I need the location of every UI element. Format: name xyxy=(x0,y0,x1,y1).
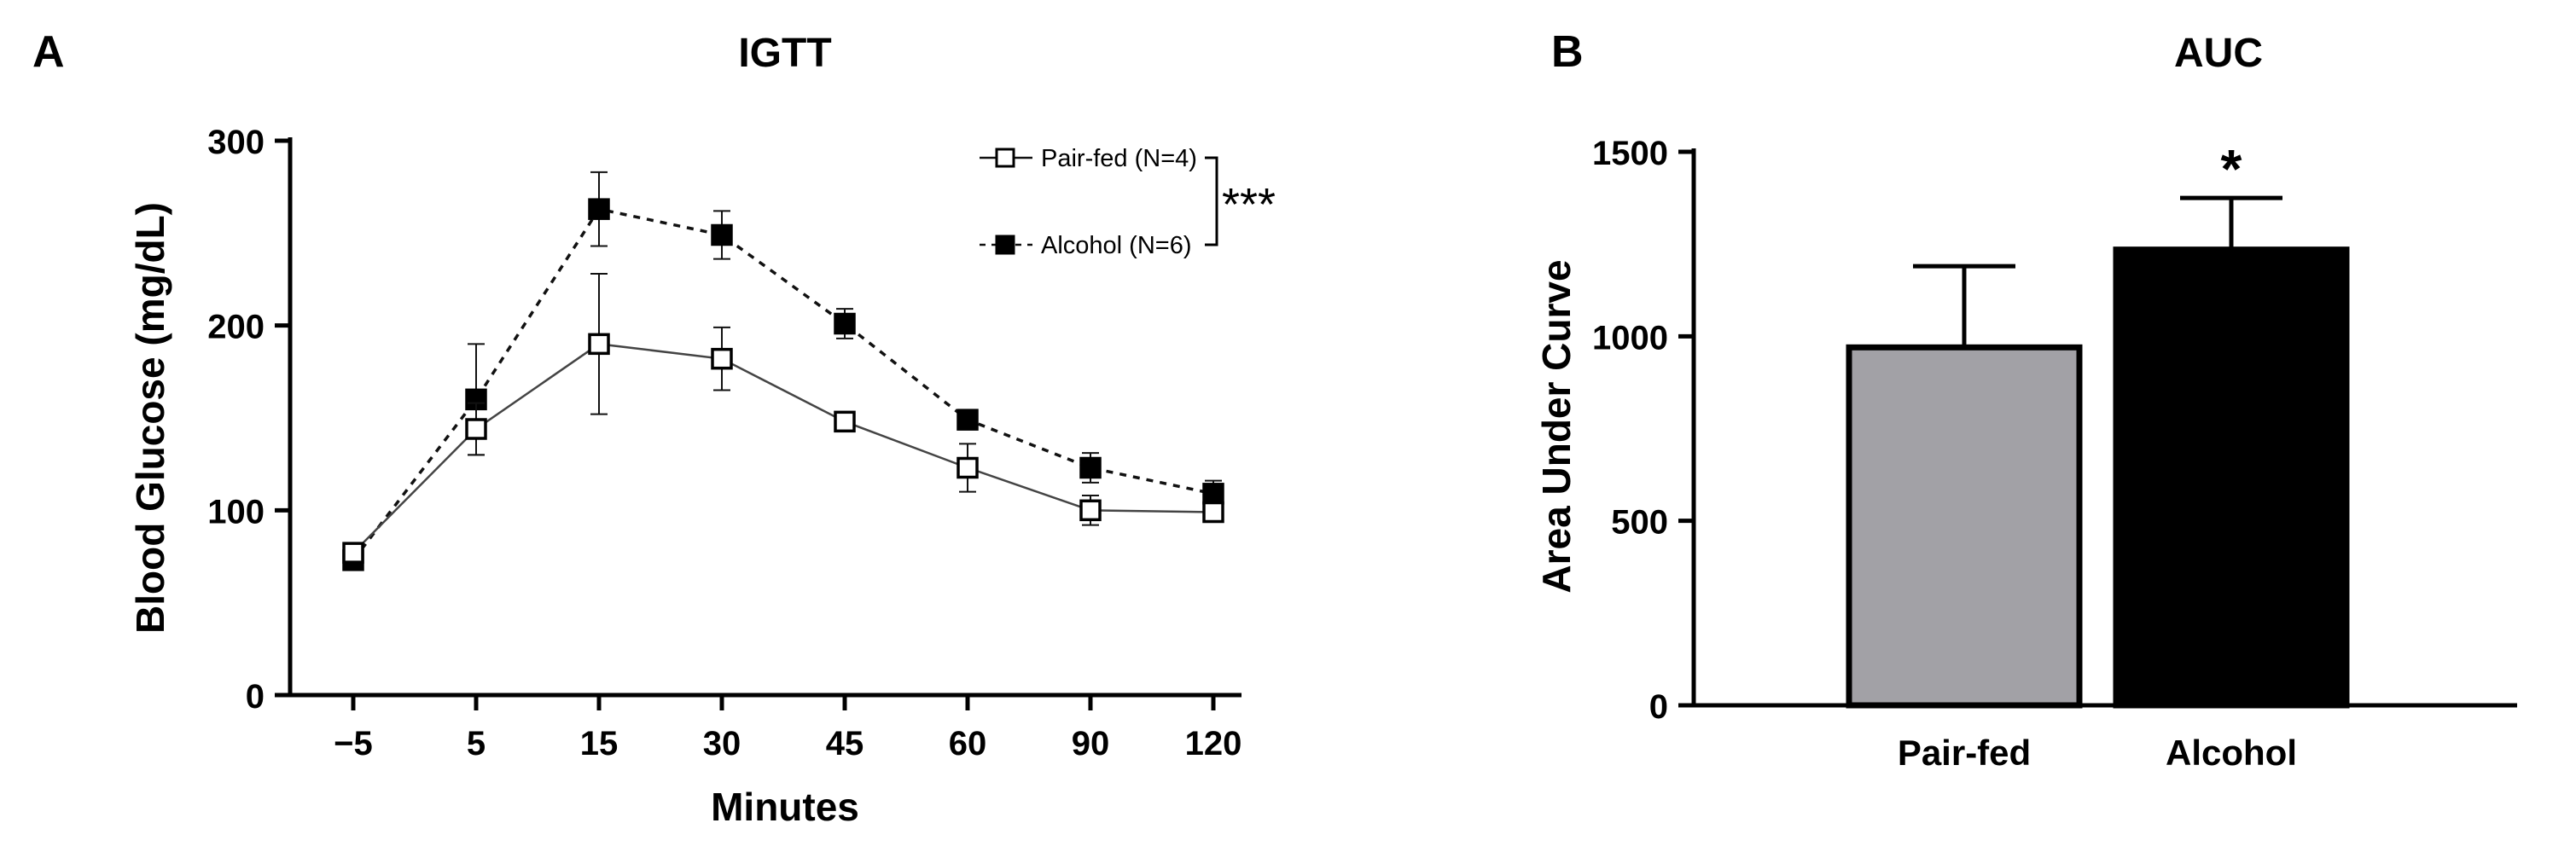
data-point-pair-fed xyxy=(1079,499,1102,522)
panel-a-line-chart: A IGTT 0 100 200 300 −5 5 15 30 45 60 90 120 Pair-f… xyxy=(32,27,1276,829)
chart-a-series xyxy=(342,171,1224,571)
x-tick-label: 120 xyxy=(1185,725,1242,762)
bar-alcohol xyxy=(2113,246,2350,709)
panel-b-bar-chart: B AUC 0 500 1000 1500 Pair-fed Alcohol * Area… xyxy=(1534,27,2517,773)
chart-b-title: AUC xyxy=(2174,31,2263,76)
chart-b-y-axis-label: Area Under Curve xyxy=(1534,259,1579,593)
y-tick-label: 200 xyxy=(207,309,265,346)
significance-marker: *** xyxy=(1222,179,1276,230)
x-tick-label: −5 xyxy=(334,725,373,762)
chart-a-title: IGTT xyxy=(738,31,831,76)
chart-b-bars: Pair-fed Alcohol * xyxy=(1846,138,2350,773)
series-line-pair-fed xyxy=(352,343,1214,554)
significance-bracket xyxy=(1205,156,1218,246)
chart-b-axes: 0 500 1000 1500 xyxy=(1592,135,2517,726)
x-tick-label: 45 xyxy=(826,725,864,762)
data-point-pair-fed xyxy=(588,333,610,356)
legend-label: Alcohol (N=6) xyxy=(1041,232,1192,259)
x-tick-label: 15 xyxy=(580,725,619,762)
data-point-alcohol xyxy=(957,409,979,431)
x-tick-label: 90 xyxy=(1072,725,1110,762)
chart-a-legend: Pair-fed (N=4) Alcohol (N=6) *** xyxy=(980,145,1276,259)
x-tick-label: 60 xyxy=(949,725,987,762)
y-tick-label: 1500 xyxy=(1592,135,1668,172)
legend-label: Pair-fed (N=4) xyxy=(1041,145,1197,172)
y-tick-label: 300 xyxy=(207,124,265,161)
x-tick-label: 30 xyxy=(703,725,741,762)
data-point-alcohol xyxy=(711,223,733,246)
x-tick-label: Pair-fed xyxy=(1898,733,2031,773)
x-tick-label: 5 xyxy=(467,725,486,762)
data-point-pair-fed xyxy=(711,347,733,370)
panel-a-letter: A xyxy=(32,27,65,77)
y-tick-label: 0 xyxy=(246,678,265,716)
data-point-alcohol xyxy=(834,312,856,335)
data-point-pair-fed xyxy=(957,456,979,479)
data-point-alcohol xyxy=(1202,483,1224,505)
series-line-alcohol xyxy=(352,207,1214,561)
chart-a-y-axis-label: Blood Glucose (mg/dL) xyxy=(128,202,172,634)
significance-marker: * xyxy=(2221,138,2242,200)
data-point-pair-fed xyxy=(1202,501,1224,524)
legend-marker xyxy=(995,235,1015,255)
y-tick-label: 500 xyxy=(1611,504,1668,542)
chart-a-x-axis-label: Minutes xyxy=(711,785,859,829)
x-tick-label: Alcohol xyxy=(2166,733,2297,773)
data-point-alcohol xyxy=(588,198,610,220)
bar-pair-fed xyxy=(1846,344,2083,709)
y-tick-label: 0 xyxy=(1649,688,1668,726)
data-point-pair-fed xyxy=(465,418,487,440)
data-point-pair-fed xyxy=(834,410,856,433)
chart-a-axes: 0 100 200 300 −5 5 15 30 45 60 90 120 xyxy=(207,124,1241,762)
data-point-alcohol xyxy=(1079,456,1102,479)
panel-b-letter: B xyxy=(1551,27,1584,77)
y-tick-label: 100 xyxy=(207,493,265,530)
y-tick-label: 1000 xyxy=(1592,319,1668,356)
legend-marker xyxy=(995,148,1015,168)
data-point-pair-fed xyxy=(342,542,364,564)
